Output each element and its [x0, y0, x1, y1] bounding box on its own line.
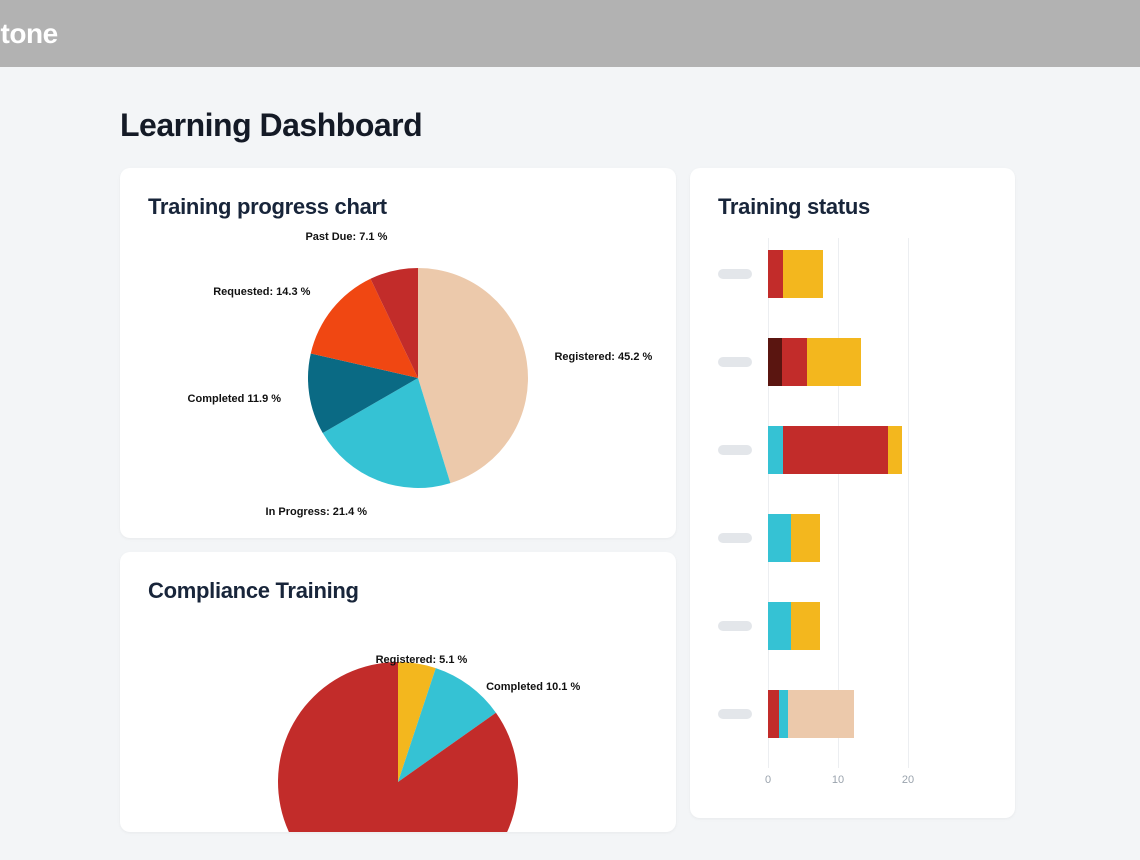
pie-svg — [148, 238, 648, 518]
right-column: Training status 0 10 20 — [690, 168, 1015, 818]
bar-row — [768, 514, 987, 562]
row-label-placeholder — [718, 533, 752, 543]
bar-segment[interactable] — [779, 690, 788, 738]
bar-segment[interactable] — [783, 426, 888, 474]
page-body: Learning Dashboard Training progress cha… — [0, 67, 1140, 832]
gridline — [768, 238, 769, 768]
left-column: Training progress chart Registered: 45.2… — [120, 168, 676, 832]
brand-text: erstone — [0, 18, 58, 50]
pie-svg — [148, 592, 648, 832]
row-label-placeholder — [718, 445, 752, 455]
pie-slice-label: Completed 11.9 % — [188, 393, 282, 405]
bar-segment[interactable] — [788, 690, 855, 738]
compliance-pie: Registered: 5.1 % Completed 10.1 % — [148, 622, 648, 832]
bar-segment[interactable] — [768, 690, 779, 738]
training-status-chart: 0 10 20 — [718, 238, 987, 798]
app-topbar: erstone — [0, 0, 1140, 67]
bar-row — [768, 250, 987, 298]
bar-row — [768, 690, 987, 738]
pie-slice[interactable] — [278, 662, 518, 832]
bar-stack[interactable] — [768, 250, 823, 298]
bar-segment[interactable] — [768, 426, 783, 474]
bar-segment[interactable] — [807, 338, 862, 386]
training-progress-pie: Registered: 45.2 %In Progress: 21.4 %Com… — [148, 238, 648, 518]
chart-axis-area — [768, 238, 978, 768]
card-training-status: Training status 0 10 20 — [690, 168, 1015, 818]
x-tick-label: 20 — [902, 774, 914, 786]
bar-stack[interactable] — [768, 602, 820, 650]
row-label-placeholder — [718, 269, 752, 279]
bar-row — [768, 602, 987, 650]
pie-slice-label: In Progress: 21.4 % — [266, 506, 368, 518]
x-axis-labels: 0 10 20 — [768, 774, 978, 792]
card-title: Training status — [718, 194, 987, 220]
pie-slice-label: Completed 10.1 % — [486, 681, 580, 693]
bar-row — [768, 426, 987, 474]
pie-slice-label: Registered: 5.1 % — [376, 654, 468, 666]
row-label-placeholder — [718, 621, 752, 631]
card-training-progress: Training progress chart Registered: 45.2… — [120, 168, 676, 538]
card-compliance-training: Compliance Training Registered: 5.1 %Com… — [120, 552, 676, 832]
bar-segment[interactable] — [768, 602, 791, 650]
bar-stack[interactable] — [768, 690, 854, 738]
page-title: Learning Dashboard — [120, 107, 1020, 144]
gridline — [908, 238, 909, 768]
bar-segment[interactable] — [791, 602, 820, 650]
dashboard-grid: Training progress chart Registered: 45.2… — [120, 168, 1020, 832]
bar-segment[interactable] — [783, 250, 823, 298]
pie-slice-label: Registered: 45.2 % — [554, 351, 652, 363]
x-tick-label: 0 — [765, 774, 771, 786]
bar-segment[interactable] — [768, 514, 791, 562]
bar-stack[interactable] — [768, 426, 902, 474]
bar-segment[interactable] — [768, 250, 783, 298]
pie-slice-label: Past Due: 7.1 % — [305, 231, 387, 243]
bar-segment[interactable] — [888, 426, 902, 474]
row-label-placeholder — [718, 709, 752, 719]
bar-stack[interactable] — [768, 514, 820, 562]
pie-slice-label: Requested: 14.3 % — [213, 286, 310, 298]
card-title: Training progress chart — [148, 194, 648, 220]
bar-stack[interactable] — [768, 338, 861, 386]
bar-segment[interactable] — [768, 338, 782, 386]
bar-segment[interactable] — [791, 514, 820, 562]
bar-segment[interactable] — [782, 338, 807, 386]
gridline — [838, 238, 839, 768]
x-tick-label: 10 — [832, 774, 844, 786]
row-label-placeholder — [718, 357, 752, 367]
bar-row — [768, 338, 987, 386]
